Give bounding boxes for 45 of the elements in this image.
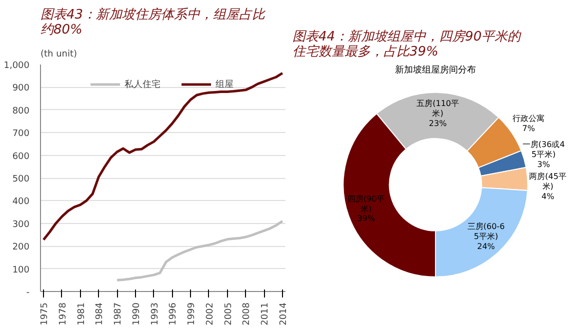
y-tick-label: 200 xyxy=(12,242,30,253)
y-tick-label: 500 xyxy=(12,174,30,184)
y-tick-label: 800 xyxy=(12,106,30,116)
y-tick-label: 300 xyxy=(12,220,30,230)
y-axis-title: (th unit) xyxy=(40,50,78,60)
slice-label: 三房(60-65平米) xyxy=(467,222,505,242)
x-tick-label: 1993 xyxy=(150,302,160,326)
slice-label: 一房(36或45平米) xyxy=(522,140,565,159)
line-series xyxy=(116,220,284,282)
x-tick-label: 1999 xyxy=(187,302,198,326)
slice-label: 两房(45平米) xyxy=(529,172,566,191)
data-label: 39% xyxy=(357,214,376,224)
chart-title: 图表43：新加坡住房体系中，组屋占比约80% xyxy=(40,6,266,38)
slice-label: 五房(110平米) xyxy=(416,99,460,118)
slice-label: 行政公寓 xyxy=(512,114,545,124)
chart-title: 图表44：新加坡组屋中，四房90平米的住宅数量最多，占比39% xyxy=(292,28,522,60)
line-series xyxy=(42,72,284,241)
x-tick-label: 1981 xyxy=(76,302,87,326)
data-label: 7% xyxy=(522,124,536,134)
slice-label: 四房(90平米) xyxy=(347,194,385,214)
x-tick-label: 1978 xyxy=(58,302,68,326)
y-tick-label: 100 xyxy=(12,265,30,276)
x-tick-label: 1984 xyxy=(95,302,106,326)
data-label: 24% xyxy=(477,242,496,251)
x-tick-label: 1996 xyxy=(168,302,179,326)
legend-label: 私人住宅 xyxy=(124,78,160,90)
x-tick-label: 1990 xyxy=(132,302,142,326)
data-label: 4% xyxy=(541,192,555,201)
legend-label: 组屋 xyxy=(216,78,234,90)
y-tick-label: 600 xyxy=(12,152,30,162)
x-tick-label: 1987 xyxy=(114,302,124,326)
x-tick-label: 2011 xyxy=(260,302,271,326)
data-label: 3% xyxy=(537,160,550,169)
y-tick-label: 900 xyxy=(12,84,30,94)
y-tick-label: 400 xyxy=(12,197,30,208)
x-tick-label: 2014 xyxy=(278,302,289,326)
y-tick-label: 1,000 xyxy=(4,61,30,71)
y-tick-label: 700 xyxy=(12,129,30,140)
x-tick-label: 1975 xyxy=(40,302,50,326)
x-tick-label: 2002 xyxy=(205,302,216,326)
x-tick-label: 2005 xyxy=(224,302,234,326)
data-label: 23% xyxy=(428,118,448,128)
x-tick-label: 2008 xyxy=(242,302,252,326)
y-tick-label: - xyxy=(26,288,30,298)
chart-subtitle: 新加坡组屋房间分布 xyxy=(395,64,476,76)
